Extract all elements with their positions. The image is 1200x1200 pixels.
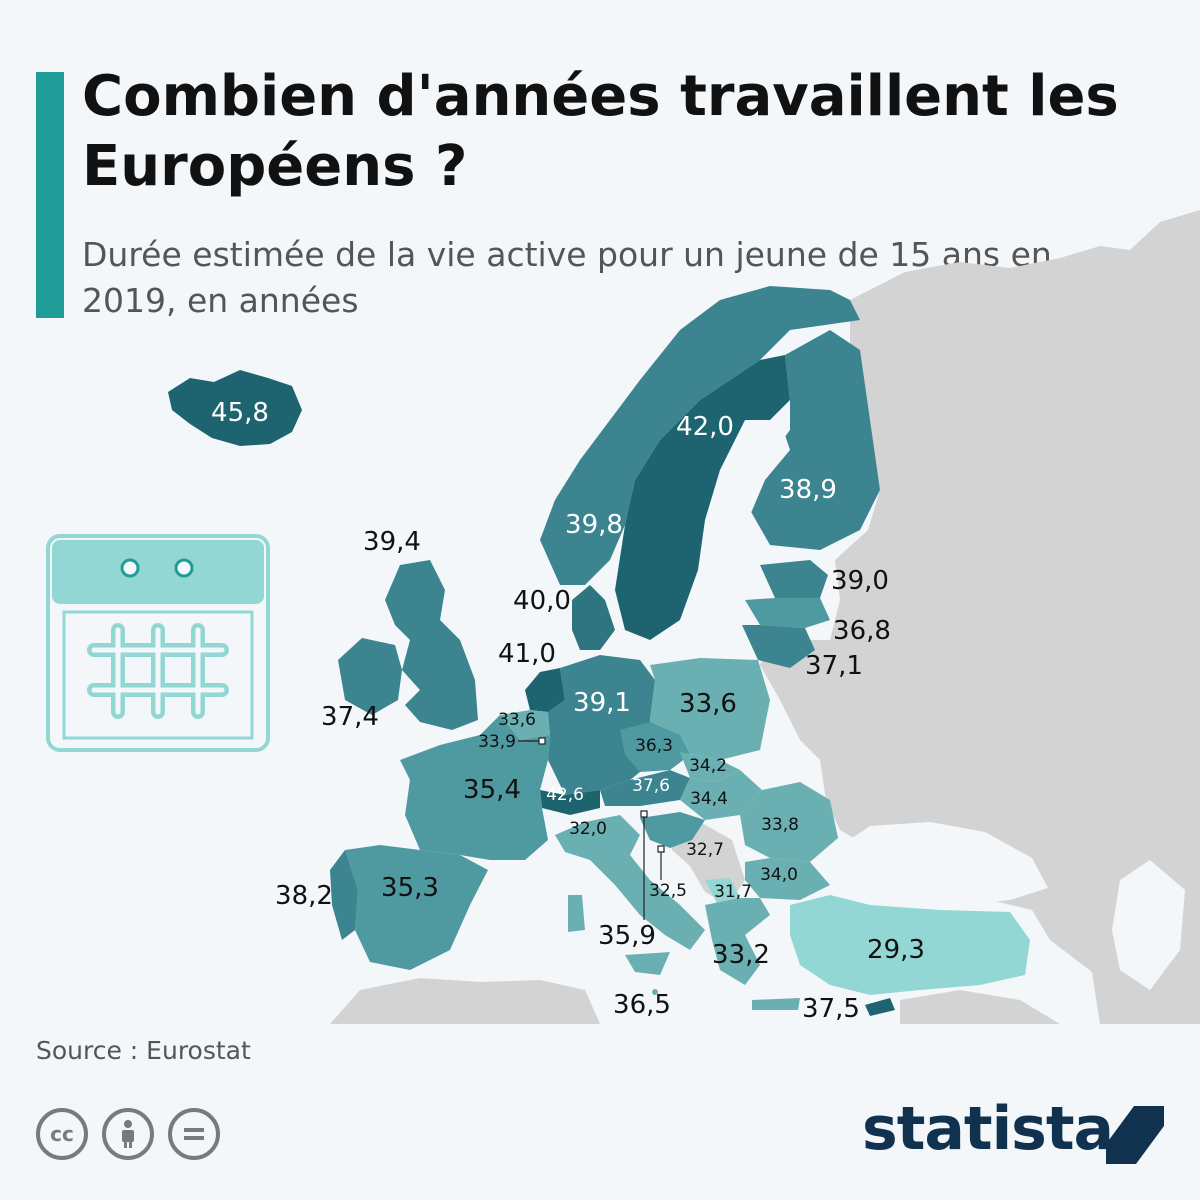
label-romania: 33,8 bbox=[761, 815, 799, 835]
label-croatia: 35,9 bbox=[598, 921, 656, 951]
label-luxembourg: 33,9 bbox=[478, 732, 516, 752]
label-iceland: 45,8 bbox=[211, 398, 269, 428]
label-switzerland: 42,6 bbox=[546, 785, 584, 805]
label-denmark: 40,0 bbox=[513, 586, 571, 616]
black-sea bbox=[835, 822, 1048, 905]
country-lithuania bbox=[742, 625, 815, 668]
country-ireland bbox=[338, 638, 402, 715]
country-croatia bbox=[640, 812, 705, 848]
country-turkey bbox=[790, 895, 1030, 995]
label-netherlands: 41,0 bbox=[498, 639, 556, 669]
label-czechia: 36,3 bbox=[635, 736, 673, 756]
country-belgium bbox=[500, 710, 550, 740]
label-turkey: 29,3 bbox=[867, 935, 925, 965]
license-icons: cc bbox=[36, 1108, 220, 1168]
caspian-sea bbox=[1112, 860, 1185, 990]
no-derivatives-icon[interactable] bbox=[168, 1108, 220, 1160]
country-denmark bbox=[572, 585, 615, 650]
page-subtitle: Durée estimée de la vie active pour un j… bbox=[82, 235, 1052, 320]
land-north-africa bbox=[330, 978, 600, 1024]
country-north-macedonia bbox=[705, 878, 740, 905]
country-italy bbox=[555, 815, 705, 950]
label-ireland: 37,4 bbox=[321, 702, 379, 732]
country-finland bbox=[750, 330, 880, 550]
label-france: 35,4 bbox=[463, 775, 521, 805]
country-germany bbox=[548, 655, 655, 795]
marker-luxembourg bbox=[538, 737, 546, 745]
label-cyprus: 37,5 bbox=[802, 994, 860, 1024]
label-hungary: 34,4 bbox=[690, 789, 728, 809]
country-spain bbox=[345, 845, 488, 970]
label-uk: 39,4 bbox=[363, 527, 421, 557]
gulf-of-bothnia bbox=[720, 420, 790, 525]
label-sweden: 42,0 bbox=[676, 412, 734, 442]
statista-logo-icon bbox=[1106, 1106, 1164, 1164]
calendar-icon bbox=[46, 534, 270, 752]
country-estonia bbox=[760, 560, 828, 598]
land-russia bbox=[760, 210, 1200, 1024]
page-title: Combien d'années travaillent les Europée… bbox=[82, 64, 1119, 199]
label-germany: 39,1 bbox=[573, 688, 631, 718]
country-austria bbox=[600, 770, 690, 806]
country-bulgaria bbox=[745, 858, 830, 900]
label-north-macedonia: 31,7 bbox=[714, 882, 752, 902]
country-cyprus bbox=[865, 998, 895, 1016]
country-netherlands bbox=[525, 668, 565, 712]
label-serbia: 32,7 bbox=[686, 840, 724, 860]
accent-bar bbox=[36, 72, 64, 318]
country-norway bbox=[540, 286, 860, 585]
country-hungary bbox=[680, 770, 762, 820]
country-malta bbox=[652, 989, 658, 995]
country-latvia bbox=[745, 598, 830, 628]
label-greece: 33,2 bbox=[712, 940, 770, 970]
country-france bbox=[400, 715, 550, 860]
country-iceland bbox=[168, 370, 302, 446]
country-sardinia bbox=[568, 895, 585, 932]
country-slovakia bbox=[680, 752, 740, 782]
attribution-icon[interactable] bbox=[102, 1108, 154, 1160]
label-latvia: 36,8 bbox=[833, 616, 891, 646]
source-note: Source : Eurostat bbox=[36, 1036, 251, 1065]
label-austria: 37,6 bbox=[632, 776, 670, 796]
label-lithuania: 37,1 bbox=[805, 651, 863, 681]
country-czechia bbox=[620, 722, 690, 772]
label-norway: 39,8 bbox=[565, 510, 623, 540]
marker-montenegro bbox=[657, 845, 665, 853]
label-estonia: 39,0 bbox=[831, 566, 889, 596]
label-poland: 33,6 bbox=[679, 689, 737, 719]
label-montenegro: 32,5 bbox=[649, 881, 687, 901]
label-slovakia: 34,2 bbox=[689, 756, 727, 776]
country-switzerland bbox=[540, 790, 600, 815]
cc-icon[interactable]: cc bbox=[36, 1108, 88, 1160]
label-bulgaria: 34,0 bbox=[760, 865, 798, 885]
country-poland bbox=[650, 658, 770, 760]
label-portugal: 38,2 bbox=[275, 881, 333, 911]
land-middle-east bbox=[900, 990, 1060, 1024]
country-crete bbox=[752, 998, 800, 1010]
label-malta: 36,5 bbox=[613, 990, 671, 1020]
country-greece bbox=[705, 898, 770, 985]
country-romania bbox=[740, 782, 838, 862]
label-belgium: 33,6 bbox=[498, 710, 536, 730]
country-sicily bbox=[625, 952, 670, 975]
label-slovenia-italy: 32,0 bbox=[569, 819, 607, 839]
country-uk bbox=[385, 560, 478, 730]
statista-logo-text[interactable]: statista bbox=[862, 1094, 1114, 1164]
country-portugal bbox=[330, 850, 358, 940]
label-finland: 38,9 bbox=[779, 475, 837, 505]
marker-croatia bbox=[640, 810, 648, 818]
label-spain: 35,3 bbox=[381, 873, 439, 903]
